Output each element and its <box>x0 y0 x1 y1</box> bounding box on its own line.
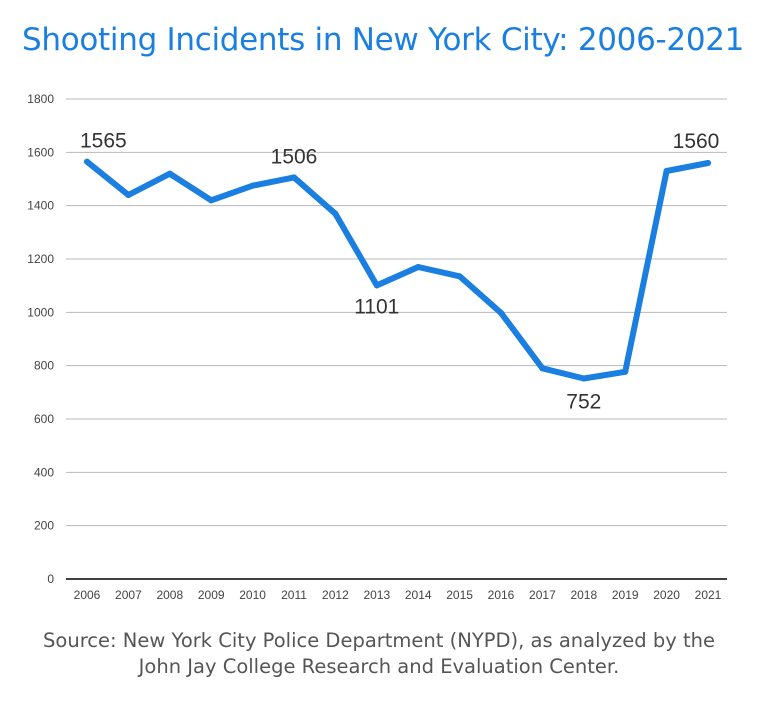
data-label-2006: 1565 <box>80 130 127 153</box>
x-tick-label: 2011 <box>281 588 307 602</box>
x-tick-label: 2008 <box>156 588 183 602</box>
x-tick-label: 2017 <box>529 588 556 602</box>
x-tick-label: 2013 <box>363 588 390 602</box>
data-point-2019 <box>622 368 629 375</box>
data-label-2021: 1560 <box>673 130 720 153</box>
data-label-2018: 752 <box>566 390 601 413</box>
x-tick-label: 2016 <box>488 588 515 602</box>
y-tick-label: 1000 <box>27 305 54 319</box>
y-tick-label: 1600 <box>27 145 54 159</box>
data-point-2012 <box>332 210 339 217</box>
y-tick-label: 800 <box>34 359 54 373</box>
y-tick-label: 1200 <box>27 252 54 266</box>
data-point-2009 <box>208 197 215 204</box>
data-label-2013: 1101 <box>354 295 399 318</box>
data-point-2017 <box>539 365 546 372</box>
data-point-2010 <box>249 182 256 189</box>
series-line <box>84 158 711 382</box>
data-label-2011: 1506 <box>271 145 318 168</box>
data-points <box>84 158 711 382</box>
data-point-2006 <box>84 158 90 165</box>
data-point-2014 <box>415 264 422 270</box>
x-tick-label: 2012 <box>322 588 349 602</box>
y-axis-tick-labels: 0 200 400 600 800 1000 1200 1400 1600 1800 <box>27 92 54 586</box>
y-tick-label: 200 <box>34 519 54 533</box>
x-tick-label: 2010 <box>239 588 266 602</box>
data-point-2015 <box>456 273 463 280</box>
x-tick-label: 2014 <box>405 588 432 602</box>
data-point-2008 <box>166 170 173 177</box>
source-line-1: Source: New York City Police Department … <box>43 629 715 652</box>
x-tick-label: 2006 <box>74 588 101 602</box>
data-point-2011 <box>291 174 297 181</box>
x-tick-label: 2018 <box>570 588 597 602</box>
x-tick-label: 2009 <box>198 588 225 602</box>
data-point-2020 <box>663 168 670 174</box>
y-tick-label: 600 <box>34 412 54 426</box>
x-tick-label: 2007 <box>115 588 142 602</box>
x-tick-label: 2020 <box>653 588 680 602</box>
chart-title: Shooting Incidents in New York City: 200… <box>22 22 745 58</box>
data-point-2013 <box>373 282 380 289</box>
y-tick-label: 0 <box>47 572 54 586</box>
data-point-2016 <box>498 309 504 316</box>
x-tick-label: 2021 <box>695 588 722 602</box>
gridlines <box>66 98 727 527</box>
data-point-2007 <box>125 192 132 198</box>
y-tick-label: 400 <box>34 465 54 479</box>
series-line-layer <box>84 158 711 382</box>
data-point-2021 <box>705 160 711 166</box>
x-tick-label: 2019 <box>612 588 639 602</box>
source-line-2: John Jay College Research and Evaluation… <box>138 655 620 678</box>
y-tick-label: 1800 <box>27 92 54 106</box>
data-point-2018 <box>580 375 587 382</box>
x-axis-tick-labels: 2006 2007 2008 2009 2010 2011 2012 2013 2014 2015… <box>74 588 722 602</box>
source-note: Source: New York City Police Department … <box>0 628 758 680</box>
data-labels: 1565 1506 1101 752 1560 <box>80 130 719 414</box>
y-tick-label: 1400 <box>27 199 54 213</box>
x-tick-label: 2015 <box>446 588 473 602</box>
